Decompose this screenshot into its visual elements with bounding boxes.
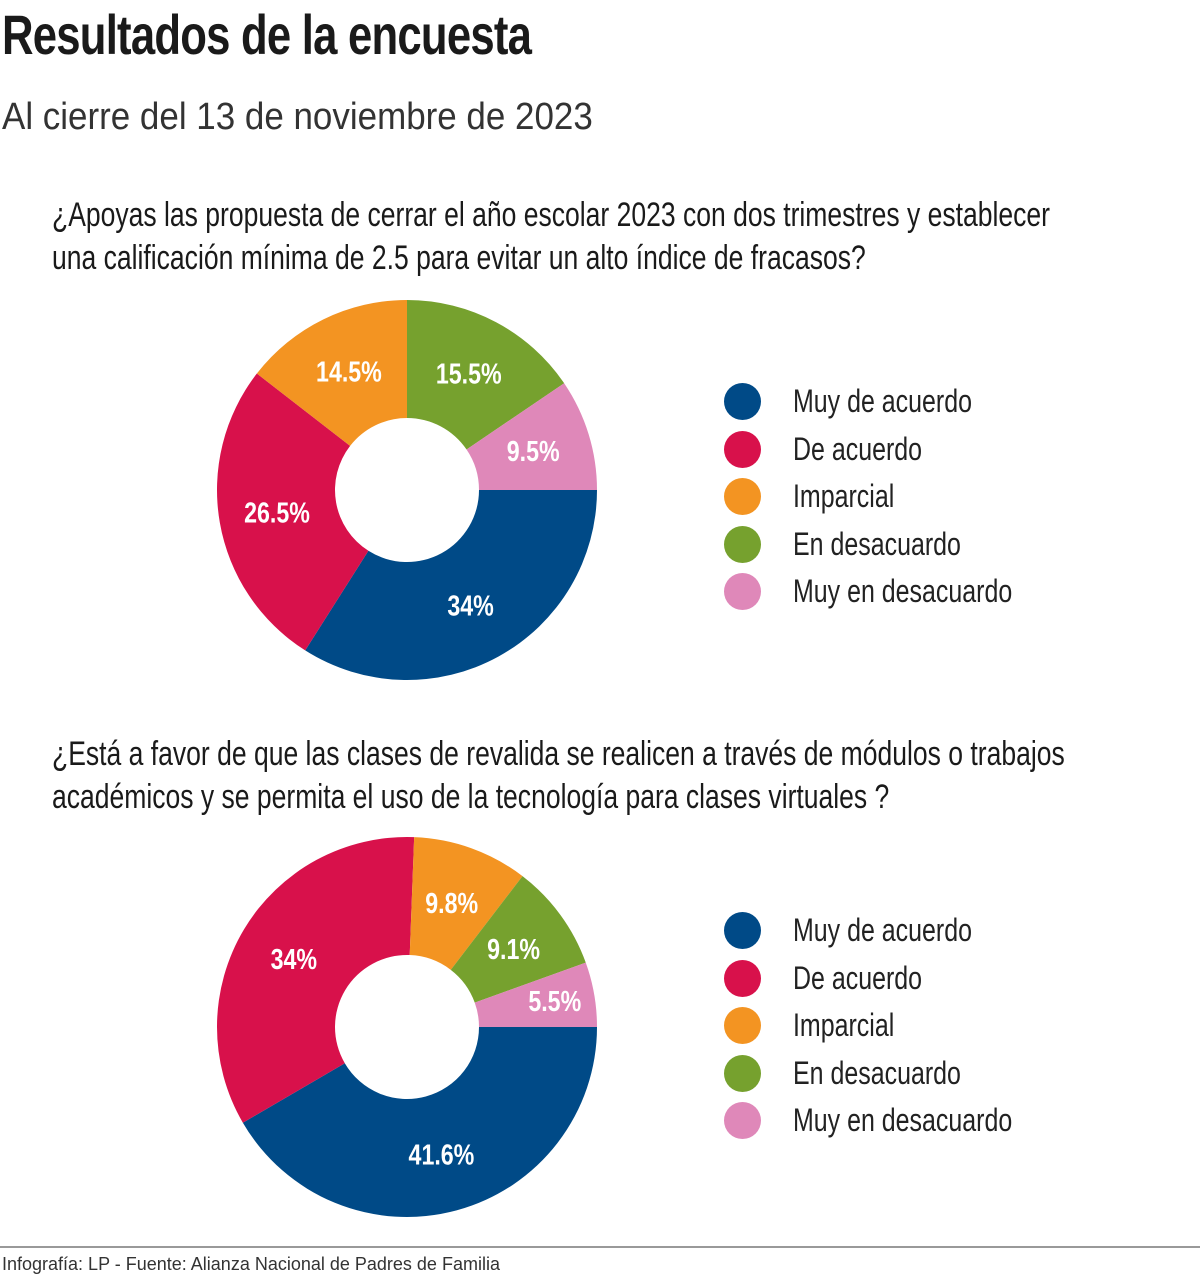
chart-subtitle: Al cierre del 13 de noviembre de 2023 <box>2 96 593 138</box>
legend-item: Imparcial <box>724 473 1074 521</box>
legend-item: En desacuardo <box>724 1050 1074 1098</box>
legend-label: Muy en desacuardo <box>793 573 1013 610</box>
legend-swatch <box>724 1054 761 1092</box>
legend-swatch <box>724 912 761 950</box>
legend-item: Muy en desacuardo <box>724 568 1074 616</box>
slice-muy-de-acuerdo <box>242 1027 597 1217</box>
slice-en-desacuardo <box>450 876 586 1003</box>
slice-muy-en-desacuardo <box>466 383 597 490</box>
legend-swatch <box>724 478 761 516</box>
legend-label: En desacuardo <box>793 1054 961 1091</box>
footer-credit: Infografía: LP - Fuente: Alianza Naciona… <box>2 1254 500 1274</box>
legend-label: Muy en desacuardo <box>793 1102 1013 1139</box>
question-1: ¿Apoyas las propuesta de cerrar el año e… <box>52 196 1050 277</box>
chart-title: Resultados de la encuesta <box>2 3 532 66</box>
legend-item: Muy de acuerdo <box>724 378 1074 426</box>
data-label: 9.1% <box>487 933 540 966</box>
legend-label: De acuerdo <box>793 430 923 467</box>
legend-label: De acuerdo <box>793 959 923 996</box>
legend-swatch <box>724 1007 761 1045</box>
slice-de-acuerdo <box>217 837 415 1123</box>
slice-muy-de-acuerdo <box>305 490 597 680</box>
legend-label: Muy de acuerdo <box>793 383 972 420</box>
data-label: 5.5% <box>528 985 581 1018</box>
footer-divider <box>0 1246 1200 1248</box>
data-label: 9.8% <box>425 886 478 919</box>
legend-label: Imparcial <box>793 1007 895 1044</box>
legend-2: Muy de acuerdo De acuerdo Imparcial En desa… <box>724 907 1074 1145</box>
legend-swatch <box>724 383 761 421</box>
data-label: 34% <box>447 589 493 622</box>
legend-swatch <box>724 573 761 611</box>
data-label: 9.5% <box>507 435 560 468</box>
legend-swatch <box>724 1102 761 1140</box>
slice-muy-en-desacuardo <box>474 962 597 1027</box>
slice-imparcial <box>409 837 523 970</box>
question-2: ¿Está a favor de que las clases de reval… <box>52 735 1065 816</box>
legend-item: Muy de acuerdo <box>724 907 1074 955</box>
data-label: 34% <box>271 943 317 976</box>
donut-chart-1: 34% 26.5% 14.5% 15.5% 9.5% <box>216 300 597 680</box>
legend-swatch <box>724 525 761 563</box>
legend-1: Muy de acuerdo De acuerdo Imparcial En desa… <box>724 378 1074 616</box>
data-label: 26.5% <box>244 496 310 529</box>
data-label: 15.5% <box>436 357 502 390</box>
data-label: 41.6% <box>409 1138 475 1171</box>
legend-label: Imparcial <box>793 478 895 515</box>
legend-swatch <box>724 959 761 997</box>
donut-chart-2: 41.6% 34% 9.8% 9.1% 5.5% <box>217 837 597 1217</box>
legend-label: En desacuardo <box>793 525 961 562</box>
slice-en-desacuardo <box>407 300 565 450</box>
legend-item: En desacuardo <box>724 521 1074 569</box>
legend-item: Muy en desacuardo <box>724 1097 1074 1145</box>
legend-item: Imparcial <box>724 1002 1074 1050</box>
legend-label: Muy de acuerdo <box>793 912 972 949</box>
slice-imparcial <box>256 300 407 446</box>
slice-de-acuerdo <box>216 373 369 651</box>
legend-item: De acuerdo <box>724 426 1074 474</box>
legend-swatch <box>724 430 761 468</box>
data-label: 14.5% <box>316 355 382 388</box>
legend-item: De acuerdo <box>724 955 1074 1003</box>
